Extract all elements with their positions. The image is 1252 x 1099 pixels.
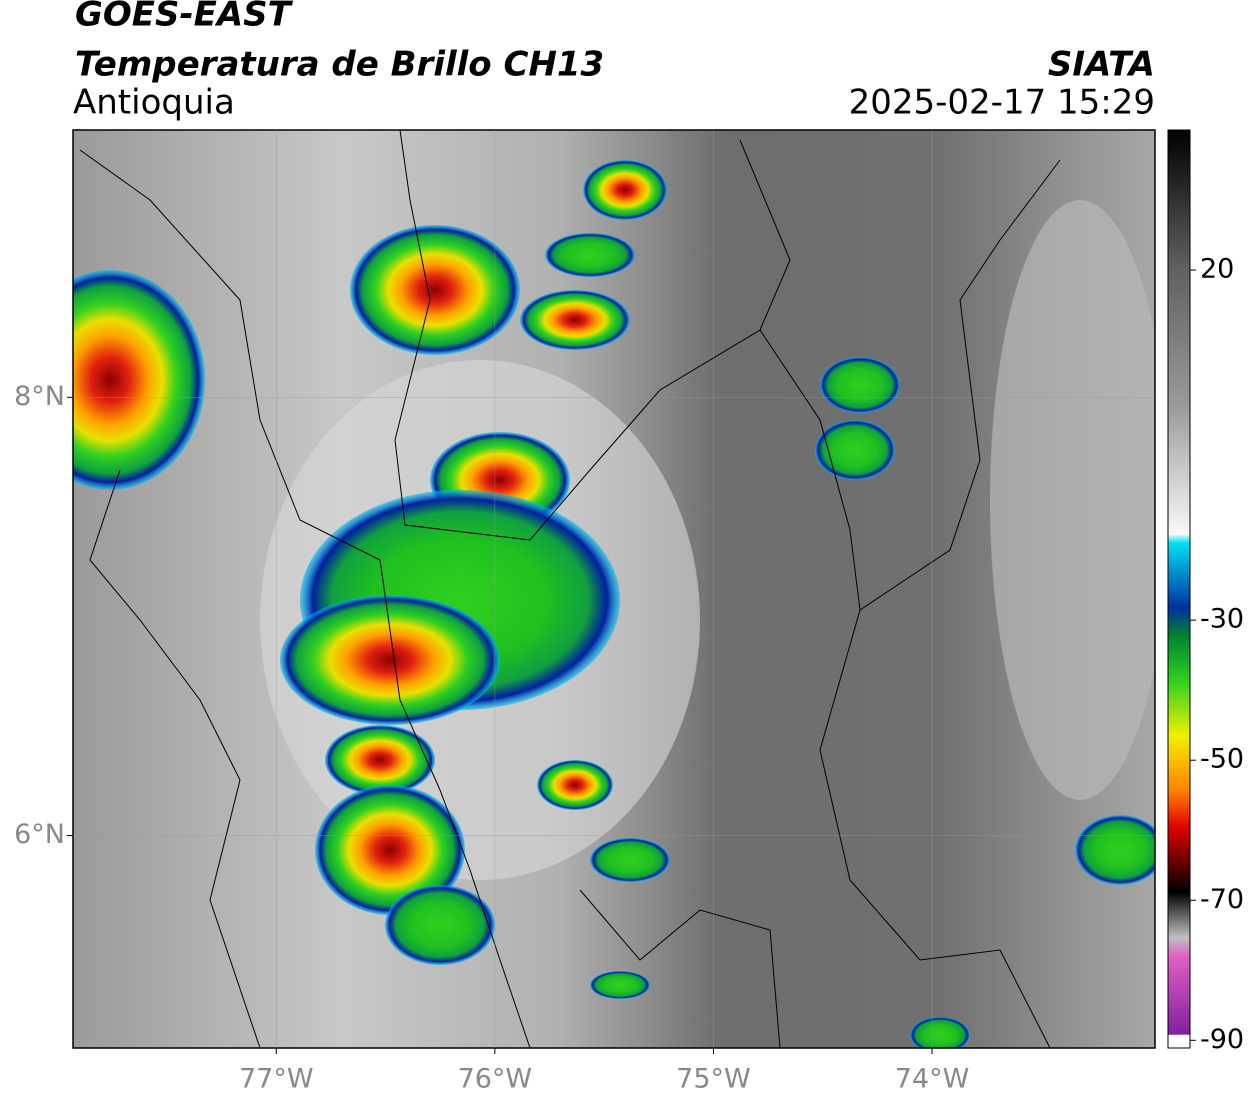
colorbar-tick-label: -30 (1200, 604, 1244, 635)
colorbar-tick-label: -50 (1200, 744, 1244, 775)
x-tick-label: 77°W (239, 1064, 314, 1095)
x-tick-label: 75°W (676, 1064, 751, 1095)
y-tick-label: 6°N (14, 819, 65, 850)
map-image (73, 130, 1155, 1048)
x-tick-label: 74°W (895, 1064, 970, 1095)
colorbar-tick-label: -70 (1200, 884, 1244, 915)
datetime: 2025-02-17 15:29 (849, 83, 1155, 123)
colorbar (1167, 129, 1191, 1049)
y-tick-label: 8°N (14, 381, 65, 412)
region: Antioquia (73, 83, 235, 123)
colorbar-tick-label: -90 (1200, 1024, 1244, 1055)
source: SIATA (1048, 45, 1155, 85)
map-frame (72, 129, 1156, 1049)
x-tick-label: 76°W (458, 1064, 533, 1095)
colorbar-tick-label: 20 (1200, 254, 1234, 285)
subtitle: Temperatura de Brillo CH13 (75, 45, 604, 85)
title: GOES-EAST (75, 0, 294, 35)
